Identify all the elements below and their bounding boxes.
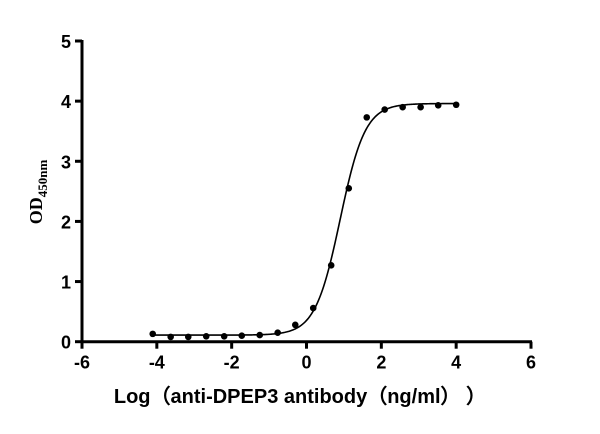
data-point <box>274 329 281 336</box>
data-point <box>256 331 264 339</box>
y-tick-label: 2 <box>61 212 71 232</box>
y-axis-label-main: OD <box>26 197 46 224</box>
data-point <box>149 330 157 338</box>
axes: -6 -4 -2 0 2 4 6 0 1 2 3 4 5 <box>61 32 536 373</box>
y-tick-label: 4 <box>61 92 71 112</box>
data-point <box>417 103 424 111</box>
data-point <box>184 333 192 341</box>
data-point <box>327 262 335 269</box>
data-point <box>202 332 210 340</box>
fit-curve <box>152 102 457 336</box>
data-point <box>434 102 442 109</box>
x-tick-label: -4 <box>149 353 165 373</box>
x-tick-label: 2 <box>376 353 386 373</box>
data-point <box>238 332 246 339</box>
data-point <box>452 101 460 109</box>
y-tick-label: 3 <box>61 152 71 172</box>
data-point <box>381 106 389 113</box>
y-tick-label: 1 <box>61 273 71 293</box>
data-point <box>363 114 371 121</box>
data-point <box>399 103 406 111</box>
data-point <box>220 332 228 340</box>
y-tick-label: 5 <box>61 32 71 52</box>
x-tick-label: 4 <box>451 353 461 373</box>
x-tick-label: 0 <box>301 353 311 373</box>
x-tick-label: -2 <box>224 353 240 373</box>
data-point <box>345 185 353 192</box>
x-axis-label: Log（anti-DPEP3 antibody（ng/ml） ） <box>114 385 486 408</box>
y-axis-label: OD450nm <box>26 160 50 225</box>
y-tick-label: 0 <box>61 333 71 353</box>
data-points <box>149 101 460 341</box>
y-axis-label-subscript: 450nm <box>35 160 50 198</box>
x-tick-label: -6 <box>74 353 90 373</box>
data-point <box>309 304 317 312</box>
data-point <box>291 321 299 329</box>
data-point <box>167 333 174 341</box>
x-tick-label: 6 <box>526 353 536 373</box>
